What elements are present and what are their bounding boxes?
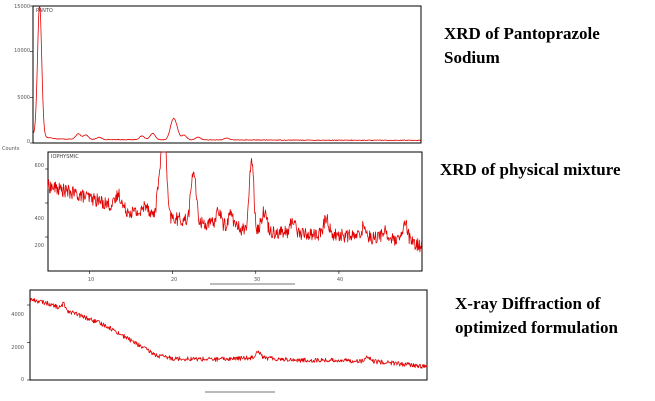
y-tick-label: 2000 — [11, 345, 24, 351]
sample-tag: IOPHYSMIC — [51, 154, 79, 160]
chart-panel-physical-mixture: IOPHYSMIC 200 400 600 10 20 30 40 — [0, 150, 430, 290]
caption-line: XRD of physical mixture — [440, 160, 621, 179]
x-tick-label: 40 — [337, 277, 343, 283]
x-tick-label: 30 — [254, 277, 260, 283]
xrd-trace — [47, 151, 423, 253]
x-tick-label: 10 — [88, 277, 94, 283]
y-tick-label: 200 — [34, 243, 44, 249]
sample-tag: PANTO — [36, 8, 53, 14]
chart-panel-optimized-formulation: 0 2000 4000 — [0, 285, 430, 401]
y-tick-label: 15000 — [14, 4, 30, 10]
x-axis-caption-mark — [210, 283, 295, 285]
caption-optimized-formulation: X-ray Diffraction of optimized formulati… — [455, 292, 618, 340]
plot-frame — [32, 5, 422, 144]
caption-line: Sodium — [444, 48, 500, 67]
x-tick-label: 20 — [171, 277, 177, 283]
caption-pantoprazole: XRD of Pantoprazole Sodium — [444, 22, 600, 70]
chart-physical-mixture: IOPHYSMIC 200 400 600 10 20 30 40 — [34, 151, 423, 285]
y-tick-label: 10000 — [14, 48, 30, 54]
y-tick-labels: 0 2000 4000 — [11, 312, 24, 383]
x-tick-labels: 10 20 30 40 — [88, 277, 343, 283]
chart-pantoprazole: PANTO Counts 0 5000 10000 15000 — [2, 4, 422, 152]
chart-optimized-formulation: 0 2000 4000 — [11, 289, 428, 393]
y-tick-label: 600 — [34, 163, 44, 169]
x-axis-caption-mark — [205, 391, 275, 393]
y-tick-label: 0 — [21, 377, 24, 383]
caption-line: optimized formulation — [455, 318, 618, 337]
y-tick-label: 0 — [27, 139, 30, 145]
plot-frame — [47, 151, 423, 272]
caption-line: XRD of Pantoprazole — [444, 24, 600, 43]
caption-line: X-ray Diffraction of — [455, 294, 601, 313]
chart-panel-pantoprazole: PANTO Counts 0 5000 10000 15000 — [0, 0, 430, 152]
y-axis-label: Counts — [2, 146, 20, 152]
y-tick-labels: 200 400 600 — [34, 163, 44, 249]
y-tick-labels: 0 5000 10000 15000 — [14, 4, 30, 145]
y-tick-label: 5000 — [17, 95, 30, 101]
xrd-trace — [29, 298, 428, 369]
plot-frame — [29, 289, 428, 381]
caption-physical-mixture: XRD of physical mixture — [440, 158, 621, 182]
xrd-trace — [32, 5, 422, 141]
y-tick-label: 4000 — [11, 312, 24, 318]
y-tick-label: 400 — [34, 216, 44, 222]
